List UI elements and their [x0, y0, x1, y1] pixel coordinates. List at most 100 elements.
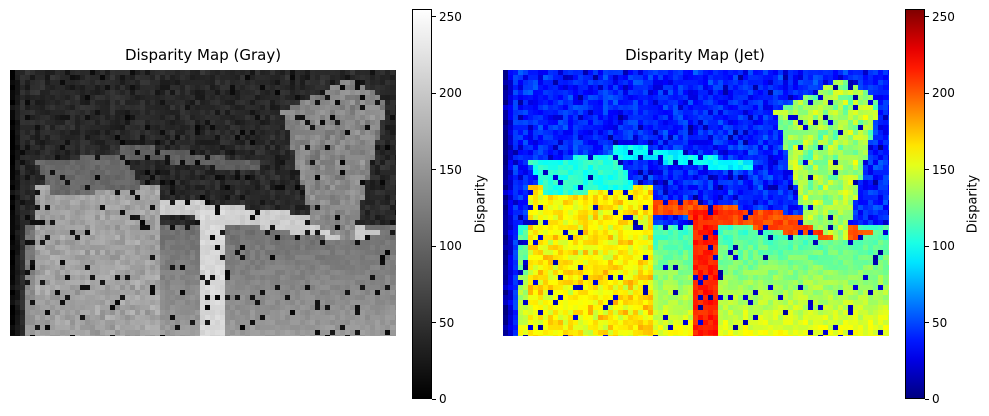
heatmap-cell — [35, 140, 41, 146]
heatmap-cell — [145, 235, 151, 241]
heatmap-cell — [868, 110, 874, 116]
heatmap-cell — [230, 175, 236, 181]
heatmap-cell — [130, 290, 136, 296]
heatmap-cell — [375, 135, 381, 141]
heatmap-cell — [125, 110, 131, 116]
heatmap-cell — [125, 290, 131, 296]
heatmap-cell — [285, 90, 291, 96]
heatmap-cell — [275, 160, 281, 166]
heatmap-cell — [390, 200, 396, 206]
heatmap-cell — [110, 75, 116, 81]
heatmap-cell — [160, 165, 166, 171]
heatmap-cell — [65, 80, 71, 86]
heatmap-cell — [20, 105, 26, 111]
heatmap-cell — [175, 140, 181, 146]
heatmap-cell — [130, 110, 136, 116]
heatmap-cell — [120, 155, 126, 161]
heatmap-cell — [180, 100, 186, 106]
heatmap-cell — [225, 225, 231, 231]
heatmap-cell — [30, 110, 36, 116]
heatmap-cell — [280, 70, 286, 76]
right-chart-title: Disparity Map (Jet) — [625, 46, 765, 64]
heatmap-cell — [95, 310, 101, 316]
heatmap-cell — [370, 95, 376, 101]
heatmap-cell — [275, 260, 281, 266]
heatmap-cell — [225, 125, 231, 131]
heatmap-cell — [85, 265, 91, 271]
heatmap-cell — [200, 90, 206, 96]
heatmap-cell — [370, 315, 376, 321]
heatmap-cell — [723, 80, 729, 86]
heatmap-cell — [190, 220, 196, 226]
heatmap-cell — [280, 160, 286, 166]
heatmap-cell — [180, 240, 186, 246]
heatmap-cell — [160, 330, 166, 336]
heatmap-cell — [528, 95, 534, 101]
heatmap-cell — [355, 140, 361, 146]
heatmap-cell — [390, 215, 396, 221]
heatmap-cell — [215, 265, 221, 271]
heatmap-cell — [95, 305, 101, 311]
heatmap-cell — [230, 130, 236, 136]
heatmap-cell — [365, 190, 371, 196]
heatmap-cell — [135, 290, 141, 296]
heatmap-cell — [15, 175, 21, 181]
heatmap-cell — [275, 70, 281, 76]
heatmap-cell — [668, 90, 674, 96]
heatmap-cell — [50, 95, 56, 101]
heatmap-cell — [543, 110, 549, 116]
heatmap-cell — [210, 270, 216, 276]
heatmap-cell — [240, 140, 246, 146]
heatmap-cell — [335, 120, 341, 126]
heatmap-cell — [320, 85, 326, 91]
heatmap-cell — [285, 100, 291, 106]
heatmap-cell — [215, 285, 221, 291]
heatmap-cell — [80, 250, 86, 256]
heatmap-cell — [230, 250, 236, 256]
heatmap-cell — [623, 70, 629, 76]
heatmap-cell — [390, 115, 396, 121]
heatmap-cell — [315, 100, 321, 106]
heatmap-cell — [255, 215, 261, 221]
heatmap-cell — [30, 240, 36, 246]
heatmap-cell — [230, 245, 236, 251]
heatmap-cell — [105, 285, 111, 291]
heatmap-cell — [558, 80, 564, 86]
heatmap-cell — [275, 250, 281, 256]
heatmap-cell — [70, 80, 76, 86]
heatmap-cell — [165, 195, 171, 201]
heatmap-cell — [375, 275, 381, 281]
heatmap-cell — [165, 100, 171, 106]
heatmap-cell — [160, 275, 166, 281]
heatmap-cell — [140, 305, 146, 311]
heatmap-cell — [578, 85, 584, 91]
heatmap-cell — [335, 155, 341, 161]
heatmap-cell — [220, 240, 226, 246]
heatmap-cell — [105, 235, 111, 241]
heatmap-cell — [340, 90, 346, 96]
heatmap-cell — [115, 255, 121, 261]
heatmap-cell — [295, 100, 301, 106]
heatmap-cell — [210, 130, 216, 136]
colorbar-tick-label: 50 — [439, 315, 455, 330]
heatmap-cell — [225, 220, 231, 226]
heatmap-cell — [200, 305, 206, 311]
heatmap-cell — [15, 290, 21, 296]
heatmap-cell — [833, 70, 839, 76]
heatmap-cell — [395, 305, 396, 311]
heatmap-cell — [270, 125, 276, 131]
heatmap-cell — [873, 90, 879, 96]
heatmap-cell — [833, 90, 839, 96]
heatmap-cell — [848, 90, 854, 96]
heatmap-cell — [723, 70, 729, 76]
heatmap-cell — [55, 110, 61, 116]
heatmap-cell — [25, 275, 31, 281]
heatmap-cell — [230, 240, 236, 246]
heatmap-cell — [200, 170, 206, 176]
heatmap-cell — [110, 255, 116, 261]
heatmap-cell — [180, 105, 186, 111]
heatmap-cell — [280, 280, 286, 286]
heatmap-cell — [310, 105, 316, 111]
heatmap-cell — [395, 330, 396, 336]
heatmap-cell — [335, 280, 341, 286]
